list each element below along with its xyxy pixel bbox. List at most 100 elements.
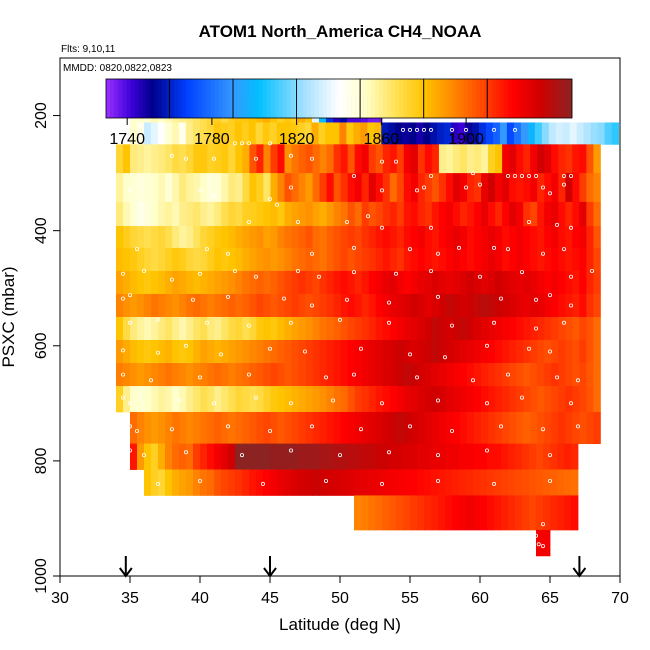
heatmap-cell xyxy=(445,469,453,496)
heatmap-cell xyxy=(417,411,426,445)
heatmap-cell xyxy=(452,469,460,496)
sample-point xyxy=(435,398,440,403)
heatmap-cell xyxy=(499,122,508,145)
sample-point xyxy=(541,427,546,432)
sample-point xyxy=(421,185,426,190)
colorbar-swatch xyxy=(254,79,259,118)
heatmap-cell xyxy=(193,201,201,227)
sample-point xyxy=(513,173,518,178)
heatmap-cell xyxy=(551,173,559,203)
heatmap-cell xyxy=(536,443,544,470)
heatmap-cell xyxy=(151,144,159,174)
heatmap-cell xyxy=(179,317,187,341)
heatmap-cell xyxy=(305,363,313,387)
heatmap-cell xyxy=(235,317,243,341)
heatmap-cell xyxy=(593,201,601,227)
heatmap-cell xyxy=(354,201,363,227)
heatmap-cell xyxy=(242,247,250,272)
heatmap-cell xyxy=(410,247,419,272)
heatmap-cell xyxy=(502,247,510,272)
heatmap-cell xyxy=(165,201,173,227)
heatmap-cell xyxy=(593,270,601,295)
colorbar-tick-labels: 1740 1780 1820 1860 1900 xyxy=(109,118,484,148)
sample-point xyxy=(225,294,230,299)
x-axis-label: Latitude (deg N) xyxy=(279,615,401,634)
colorbar-swatch xyxy=(339,79,344,118)
heatmap-cell xyxy=(410,411,419,445)
heatmap-cell xyxy=(340,340,349,364)
heatmap-cell xyxy=(130,270,138,295)
heatmap-cell xyxy=(459,293,468,318)
heatmap-cell xyxy=(269,122,277,145)
heatmap-cell xyxy=(473,469,481,496)
heatmap-cell xyxy=(228,386,236,413)
colorbar-swatch xyxy=(134,79,139,118)
heatmap-cell xyxy=(221,411,229,445)
heatmap-cell xyxy=(543,529,551,557)
heatmap-cell xyxy=(312,270,320,295)
heatmap-cell xyxy=(481,226,489,249)
heatmap-cell xyxy=(555,122,564,145)
heatmap-cell xyxy=(144,270,152,295)
heatmap-cell xyxy=(228,201,236,227)
heatmap-cell xyxy=(123,386,131,413)
colorbar-tick-label: 1780 xyxy=(194,131,230,148)
heatmap-cell xyxy=(214,144,222,174)
heatmap-cell xyxy=(123,293,131,318)
heatmap-cell xyxy=(186,144,194,174)
colorbar-swatch xyxy=(375,79,380,118)
sample-point xyxy=(407,352,412,357)
heatmap-cell xyxy=(130,386,138,413)
heatmap-cell xyxy=(452,293,461,318)
heatmap-cell xyxy=(298,317,306,341)
heatmap-cell xyxy=(403,201,412,227)
heatmap-cell xyxy=(340,247,349,272)
heatmap-cell xyxy=(431,411,440,445)
heatmap-cell xyxy=(409,122,417,145)
sample-point xyxy=(379,188,384,193)
sample-point xyxy=(183,156,188,161)
sample-point xyxy=(379,225,384,230)
heatmap-cell xyxy=(256,270,264,295)
heatmap-cell xyxy=(593,293,601,318)
colorbar xyxy=(105,78,573,119)
heatmap-cell xyxy=(347,317,356,341)
heatmap-cell xyxy=(298,247,306,272)
heatmap-cell xyxy=(382,201,391,227)
heatmap-cell xyxy=(333,201,342,227)
heatmap-cell xyxy=(123,270,131,295)
heatmap-cell xyxy=(431,293,440,318)
sample-point xyxy=(498,424,503,429)
colorbar-swatch xyxy=(455,79,460,118)
sample-point xyxy=(562,320,567,325)
heatmap-cell xyxy=(144,340,152,364)
colorbar-swatch xyxy=(174,79,179,118)
heatmap-cell xyxy=(410,317,419,341)
heatmap-cell xyxy=(494,495,502,531)
heatmap-cell xyxy=(172,293,180,318)
heatmap-cell xyxy=(550,495,558,531)
colorbar-swatch xyxy=(531,79,537,118)
colorbar-swatch xyxy=(463,79,468,118)
colorbar-swatch xyxy=(379,79,384,118)
sample-point xyxy=(351,270,356,275)
heatmap-cell xyxy=(565,226,573,249)
heatmap-cell xyxy=(193,226,201,249)
heatmap-cell xyxy=(438,317,447,341)
heatmap-cell xyxy=(410,293,419,318)
heatmap-cell xyxy=(284,386,292,413)
heatmap-cell xyxy=(193,270,201,295)
heatmap-cell xyxy=(158,226,166,249)
heatmap-cell xyxy=(481,293,489,318)
heatmap-cell xyxy=(495,411,503,445)
heatmap-cell xyxy=(284,226,292,249)
heatmap-cell xyxy=(207,173,215,203)
heatmap-cell xyxy=(186,317,194,341)
heatmap-cell xyxy=(361,201,370,227)
heatmap-cell xyxy=(368,443,376,470)
heatmap-cell xyxy=(312,247,320,272)
sample-point xyxy=(260,481,265,486)
heatmap-cell xyxy=(417,469,425,496)
colorbar-swatch xyxy=(118,79,123,118)
colorbar-swatch xyxy=(563,79,569,118)
